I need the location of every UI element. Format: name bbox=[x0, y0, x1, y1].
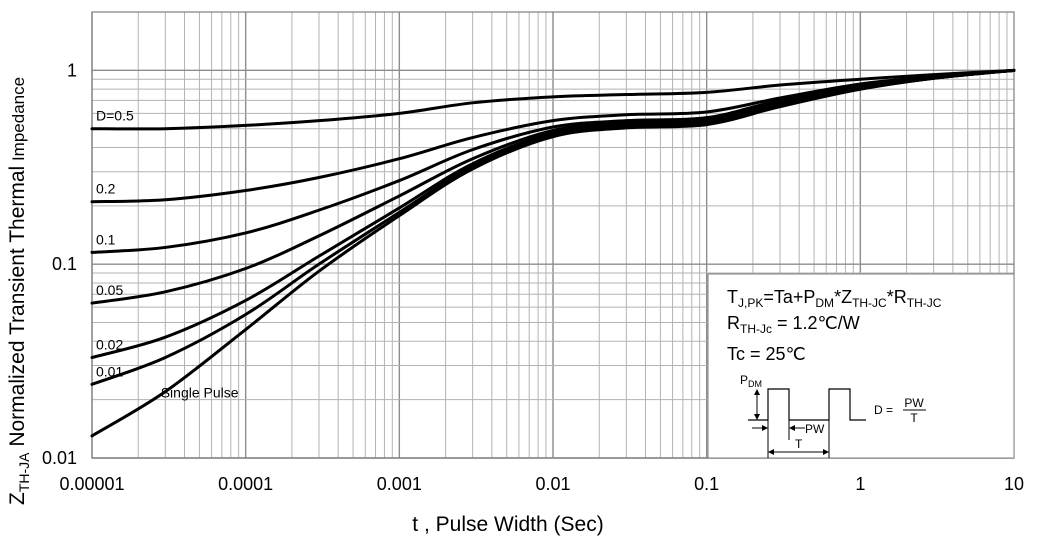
x-tick-label: 0.001 bbox=[377, 474, 422, 494]
x-tick-label: 0.0001 bbox=[218, 474, 273, 494]
x-tick-label: 1 bbox=[855, 474, 865, 494]
pulse-diagram: PDM PW T D = PW T bbox=[740, 373, 926, 458]
rthjc-r: R bbox=[727, 313, 740, 333]
series-label-single-pulse: Single Pulse bbox=[161, 385, 239, 401]
formula-r-sub: TH-JC bbox=[907, 296, 942, 310]
formula-tj: T bbox=[727, 287, 738, 307]
series-curves bbox=[90, 68, 1016, 438]
pw-left-arrowhead bbox=[762, 425, 768, 431]
formula-tj-sub: J,PK bbox=[738, 296, 763, 310]
grid-lines bbox=[91, 11, 1014, 459]
y-tick-label: 1 bbox=[67, 60, 77, 80]
pulse-waveform bbox=[748, 388, 866, 421]
annotation-rthjc: RTH-Jc = 1.2℃/W bbox=[727, 313, 860, 336]
series-label-d-0-02: 0.02 bbox=[96, 336, 123, 352]
annotation-box: TJ,PK=Ta+PDM*ZTH-JC*RTH-JC RTH-Jc = 1.2℃… bbox=[707, 273, 1015, 459]
series-labels: D=0.5 0.2 0.1 0.05 0.02 0.01 Single Pulse bbox=[96, 108, 239, 401]
pdm-arrowhead-up bbox=[754, 389, 760, 395]
series-label-d-0-2: 0.2 bbox=[96, 181, 116, 197]
x-tick-labels: 0.00001 0.0001 0.001 0.01 0.1 1 10 bbox=[59, 474, 1024, 494]
rthjc-sub: TH-Jc bbox=[740, 322, 772, 336]
y-axis-label-tail: Impedance bbox=[9, 77, 28, 166]
y-axis-label-z: Z bbox=[6, 492, 29, 505]
formula-ta-pdm: =Ta+P bbox=[763, 287, 815, 307]
duty-numerator: PW bbox=[904, 396, 924, 410]
x-axis-label: t , Pulse Width (Sec) bbox=[412, 513, 603, 536]
series-line-d-0-2 bbox=[90, 68, 1016, 204]
y-axis-label-sub: TH-JA bbox=[16, 452, 32, 492]
rthjc-value: = 1.2℃/W bbox=[772, 313, 860, 333]
pdm-sub: DM bbox=[748, 379, 762, 389]
x-tick-label: 10 bbox=[1004, 474, 1024, 494]
x-tick-label: 0.01 bbox=[535, 474, 570, 494]
pdm-arrowhead-down bbox=[754, 414, 760, 420]
pw-label: PW bbox=[805, 422, 825, 436]
t-arrowhead-left bbox=[768, 449, 774, 455]
pw-right-arrowhead bbox=[789, 425, 795, 431]
plot-area-border bbox=[91, 11, 1015, 459]
series-label-d-0-1: 0.1 bbox=[96, 231, 116, 247]
formula-z-sub: TH-JC bbox=[852, 296, 887, 310]
annotation-tc: Tc = 25℃ bbox=[727, 344, 806, 364]
formula-r: *R bbox=[887, 287, 907, 307]
pdm-p: P bbox=[740, 373, 748, 387]
duty-denominator: T bbox=[910, 411, 918, 425]
t-arrowhead-right bbox=[823, 449, 829, 455]
series-line-single-pulse bbox=[90, 68, 1016, 438]
pdm-label: PDM bbox=[740, 373, 762, 389]
formula-z: *Z bbox=[834, 287, 852, 307]
series-label-d-0-05: 0.05 bbox=[96, 282, 123, 298]
annotation-formula: TJ,PK=Ta+PDM*ZTH-JC*RTH-JC bbox=[727, 287, 942, 310]
duty-eq-label: D = bbox=[874, 403, 893, 417]
y-tick-label: 0.01 bbox=[42, 448, 77, 468]
annotation-background bbox=[707, 273, 1015, 459]
x-tick-label: 0.1 bbox=[694, 474, 719, 494]
y-axis-label-main: Normalized Transient Thermal bbox=[6, 166, 29, 453]
series-line-d-0-5 bbox=[90, 68, 1016, 131]
y-axis-label: ZTH-JA Normalized Transient Thermal Impe… bbox=[6, 77, 32, 505]
y-tick-labels: 0.01 0.1 1 bbox=[42, 60, 77, 468]
series-label-d-0-5: D=0.5 bbox=[96, 108, 134, 124]
t-label: T bbox=[795, 437, 803, 451]
y-tick-label: 0.1 bbox=[52, 254, 77, 274]
formula-pdm-sub: DM bbox=[815, 296, 834, 310]
x-tick-label: 0.00001 bbox=[59, 474, 124, 494]
series-label-d-0-01: 0.01 bbox=[96, 363, 123, 379]
